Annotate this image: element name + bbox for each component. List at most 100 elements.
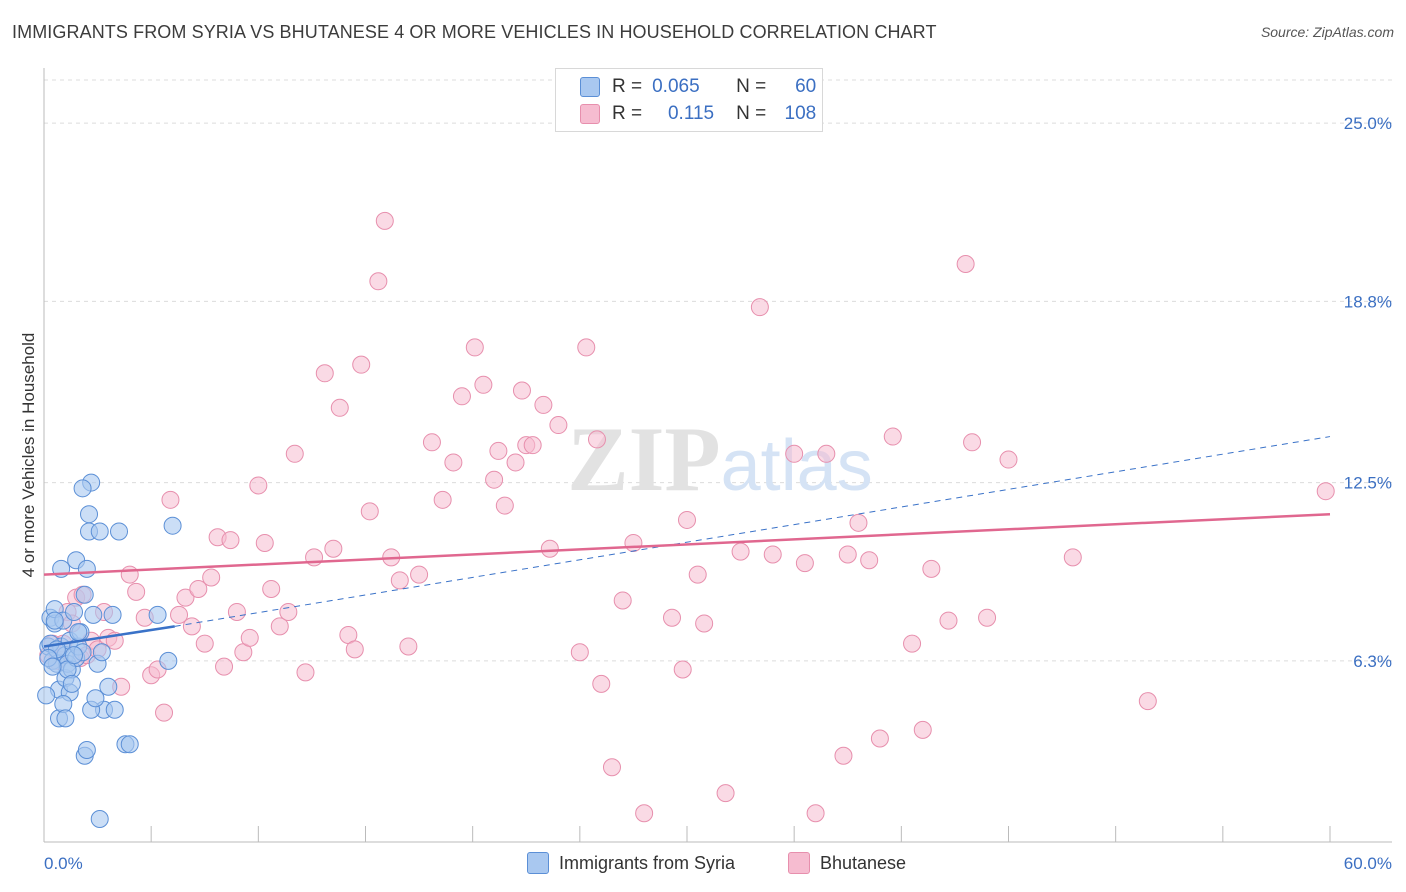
bhutanese-point xyxy=(465,338,484,357)
bhutanese-point xyxy=(240,628,259,647)
x-tick-label-max: 60.0% xyxy=(1344,854,1392,873)
bhutanese-point xyxy=(369,272,388,291)
bhutanese-point xyxy=(695,614,714,633)
bhutanese-point xyxy=(613,591,632,610)
y-tick-label: 12.5% xyxy=(1344,474,1392,493)
bhutanese-point xyxy=(817,444,836,463)
bhutanese-point xyxy=(474,375,493,394)
bhutanese-point xyxy=(963,433,982,452)
legend-row-bhutanese: R = 0.115 N = 108 xyxy=(580,101,816,127)
syria-point xyxy=(159,651,178,670)
syria-point xyxy=(148,605,167,624)
syria-point xyxy=(105,700,124,719)
bhutanese-point xyxy=(903,634,922,653)
bhutanese-point xyxy=(324,539,343,558)
bhutanese-point xyxy=(262,579,281,598)
bhutanese-point xyxy=(731,542,750,561)
bhutanese-point xyxy=(602,758,621,777)
bhutanese-point xyxy=(127,582,146,601)
bhutanese-point xyxy=(678,510,696,529)
bhutanese-point xyxy=(495,496,514,515)
bhutanese-point xyxy=(688,565,707,584)
syria-point xyxy=(110,522,129,541)
bhutanese-point xyxy=(285,444,304,463)
bhutanese-point xyxy=(635,804,654,823)
grid-lines xyxy=(44,79,1392,662)
bhutanese-point xyxy=(270,617,289,636)
syria-legend-label: Immigrants from Syria xyxy=(559,852,736,873)
syria-point xyxy=(99,677,118,696)
bhutanese-point xyxy=(345,640,364,659)
syria-point xyxy=(77,740,96,759)
syria-points xyxy=(37,473,182,828)
syria-point xyxy=(65,602,84,621)
syria-point xyxy=(77,559,96,578)
bhutanese-legend-label: Bhutanese xyxy=(820,852,907,873)
syria-point xyxy=(75,585,94,604)
syria-point xyxy=(62,674,81,693)
legend-row-syria: R = 0.065 N = 60 xyxy=(580,74,816,100)
stats-legend: R = 0.065 N = 60 R = 0.115 N = 108 xyxy=(555,68,823,132)
bhutanese-point xyxy=(549,416,568,435)
bhutanese-point xyxy=(838,545,857,564)
syria-swatch xyxy=(580,77,600,97)
syria-point xyxy=(73,479,92,498)
bhutanese-point xyxy=(360,502,379,521)
bhutanese-legend-swatch xyxy=(788,852,810,874)
chart-title: IMMIGRANTS FROM SYRIA VS BHUTANESE 4 OR … xyxy=(12,22,937,42)
bhutanese-point xyxy=(883,427,902,446)
bhutanese-point xyxy=(939,611,958,630)
bhutanese-point xyxy=(540,539,559,558)
y-tick-label: 25.0% xyxy=(1344,114,1392,133)
syria-point xyxy=(84,605,103,624)
bhutanese-point xyxy=(155,703,174,722)
bhutanese-point xyxy=(489,441,508,460)
bhutanese-point xyxy=(795,554,814,573)
bhutanese-point xyxy=(279,602,298,621)
bhutanese-point xyxy=(534,395,553,414)
bhutanese-point xyxy=(1063,548,1082,567)
bhutanese-point xyxy=(452,387,471,406)
watermark: ZIPatlas xyxy=(567,408,872,510)
bhutanese-n-value: 108 xyxy=(784,103,817,124)
bhutanese-point xyxy=(673,660,692,679)
bhutanese-point xyxy=(913,720,932,739)
bhutanese-point xyxy=(444,453,463,472)
syria-trend-extension xyxy=(174,436,1331,627)
bhutanese-point xyxy=(806,804,825,823)
tick-labels: 6.3% 12.5% 18.8% 25.0% 0.0% 60.0% xyxy=(44,114,1392,873)
bhutanese-point xyxy=(860,551,879,570)
bhutanese-point xyxy=(202,568,221,587)
bhutanese-point xyxy=(176,588,195,607)
bhutanese-point xyxy=(249,476,268,495)
bhutanese-point xyxy=(956,255,975,274)
syria-point xyxy=(92,643,111,662)
syria-point xyxy=(103,605,122,624)
bhutanese-trend-line xyxy=(43,512,1331,576)
syria-point xyxy=(90,809,109,828)
syria-n-label: N = xyxy=(736,76,767,97)
bhutanese-point xyxy=(227,602,246,621)
syria-n-value: 60 xyxy=(795,76,817,97)
syria-point xyxy=(86,689,105,708)
bhutanese-point xyxy=(296,663,315,682)
bhutanese-point xyxy=(785,444,804,463)
legend-item-syria[interactable]: Immigrants from Syria xyxy=(527,852,735,874)
bhutanese-n-label: N = xyxy=(736,103,767,124)
syria-point xyxy=(45,611,64,630)
bhutanese-point xyxy=(1138,692,1157,711)
legend-item-bhutanese[interactable]: Bhutanese xyxy=(788,852,906,874)
bhutanese-r-value: 0.115 xyxy=(667,103,715,124)
bhutanese-point xyxy=(978,608,997,627)
bhutanese-point xyxy=(763,545,782,564)
bhutanese-point xyxy=(922,559,941,578)
bhutanese-point xyxy=(624,533,643,552)
syria-point xyxy=(69,623,88,642)
syria-trend-line xyxy=(43,625,175,648)
bhutanese-point xyxy=(170,605,189,624)
bhutanese-point xyxy=(120,565,139,584)
bhutanese-point xyxy=(506,453,525,472)
bhutanese-point xyxy=(352,355,371,374)
syria-point xyxy=(43,657,62,676)
